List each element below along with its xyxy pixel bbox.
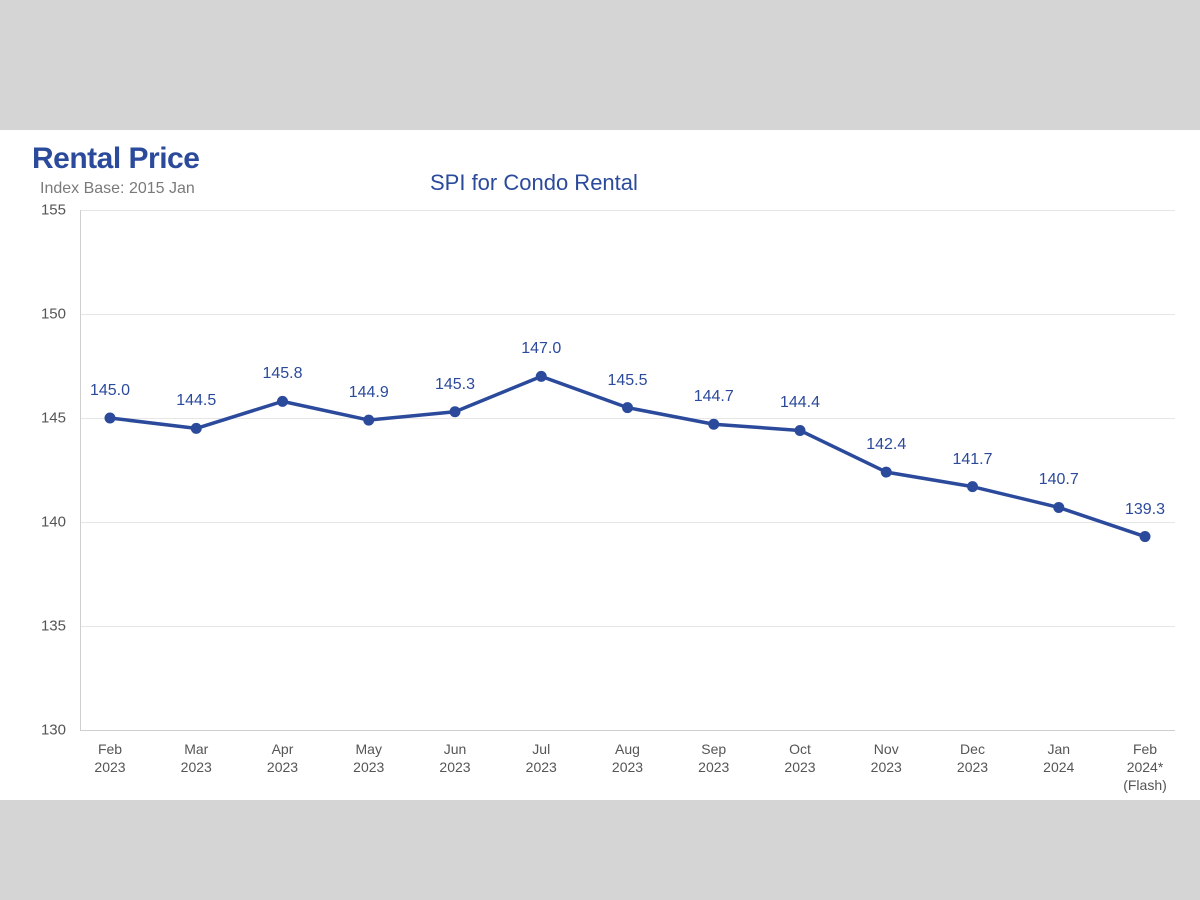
x-tick-label: Jul2023 [526,740,557,776]
data-label: 145.3 [435,376,475,394]
y-tick-label: 135 [41,618,66,635]
chart-plot-area: 130135140145150155Feb2023Mar2023Apr2023M… [80,210,1175,730]
data-point-marker [1053,502,1064,513]
data-label: 139.3 [1125,501,1165,519]
x-tick-label: Feb2023 [94,740,125,776]
data-label: 141.7 [952,451,992,469]
y-tick-label: 155 [41,202,66,219]
x-tick-label: Sep2023 [698,740,729,776]
data-label: 142.4 [866,436,906,454]
y-tick-label: 130 [41,722,66,739]
data-label: 145.0 [90,382,130,400]
data-point-marker [105,413,116,424]
data-label: 144.7 [694,388,734,406]
data-label: 147.0 [521,340,561,358]
data-point-marker [363,415,374,426]
page-title: Rental Price [32,142,199,176]
x-tick-label: Jan2024 [1043,740,1074,776]
data-point-marker [881,467,892,478]
data-point-marker [708,419,719,430]
data-label: 140.7 [1039,471,1079,489]
data-label: 145.5 [607,372,647,390]
page-subtitle: Index Base: 2015 Jan [40,180,195,198]
data-point-marker [795,425,806,436]
y-tick-label: 150 [41,306,66,323]
x-tick-label: Mar2023 [181,740,212,776]
x-axis-line [80,730,1175,731]
x-tick-label: Feb2024*(Flash) [1123,740,1167,795]
data-point-marker [967,481,978,492]
data-point-marker [450,406,461,417]
chart-card: Rental Price Index Base: 2015 Jan SPI fo… [0,130,1200,800]
data-label: 144.5 [176,392,216,410]
chart-title: SPI for Condo Rental [430,170,638,196]
x-tick-label: Aug2023 [612,740,643,776]
data-point-marker [1140,531,1151,542]
data-label: 145.8 [262,365,302,383]
data-point-marker [622,402,633,413]
data-label: 144.4 [780,394,820,412]
x-tick-label: Dec2023 [957,740,988,776]
x-tick-label: Nov2023 [871,740,902,776]
y-tick-label: 140 [41,514,66,531]
x-tick-label: Oct2023 [784,740,815,776]
data-point-marker [536,371,547,382]
data-label: 144.9 [349,384,389,402]
x-tick-label: Jun2023 [439,740,470,776]
line-series [80,210,1175,730]
data-point-marker [191,423,202,434]
x-tick-label: May2023 [353,740,384,776]
data-point-marker [277,396,288,407]
x-tick-label: Apr2023 [267,740,298,776]
y-tick-label: 145 [41,410,66,427]
